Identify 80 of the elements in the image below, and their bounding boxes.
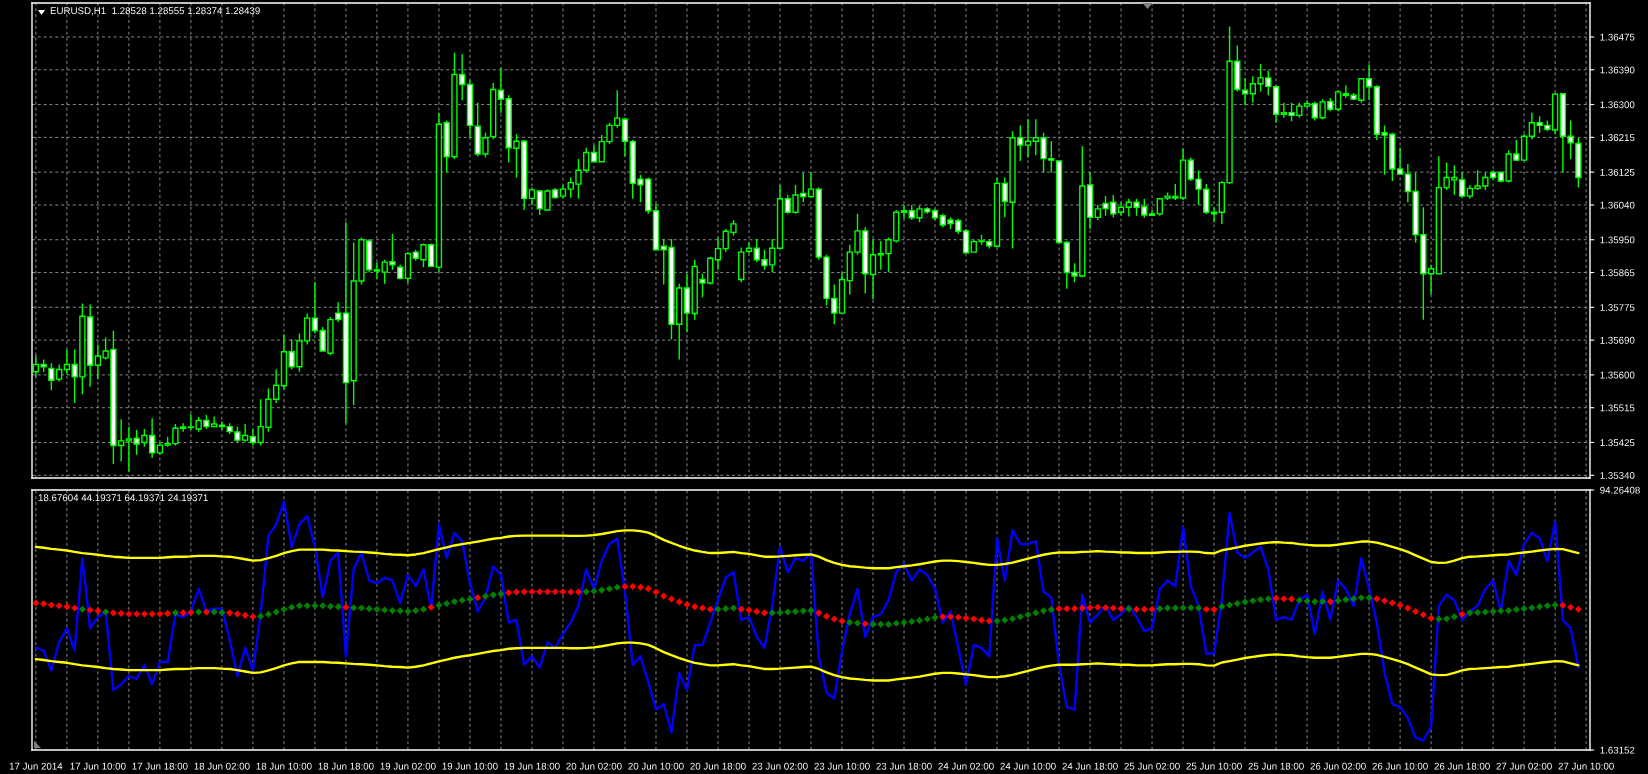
y-tick-label: 1.35775 <box>1600 304 1635 311</box>
y-tick-label: 94.26408 <box>1600 486 1640 494</box>
candlestick <box>714 236 722 271</box>
x-tick-label: 20 Jun 18:00 <box>690 762 746 770</box>
x-tick-label: 25 Jun 10:00 <box>1186 762 1242 770</box>
y-tick-label: 1.63152 <box>1600 746 1635 754</box>
y-tick-label: 1.35600 <box>1600 371 1635 379</box>
y-tick-label: 1.35425 <box>1600 439 1635 447</box>
x-tick-label: 26 Jun 18:00 <box>1434 762 1490 770</box>
x-tick-label: 23 Jun 02:00 <box>752 762 808 770</box>
x-tick-label: 23 Jun 18:00 <box>876 762 932 770</box>
candlestick <box>397 264 404 281</box>
x-tick-label: 20 Jun 10:00 <box>628 762 684 770</box>
y-tick-label: 1.35690 <box>1600 336 1635 344</box>
candlestick <box>373 261 381 280</box>
candlestick <box>931 208 939 221</box>
candlestick <box>1241 77 1249 107</box>
x-tick-label: 24 Jun 18:00 <box>1062 762 1118 770</box>
candlestick <box>1148 209 1156 217</box>
y-tick-label: 1.35865 <box>1600 269 1635 277</box>
x-tick-label: 25 Jun 18:00 <box>1248 762 1304 770</box>
x-tick-label: 18 Jun 02:00 <box>194 762 250 770</box>
x-tick-label: 17 Jun 2014 <box>9 762 63 770</box>
y-tick-label: 1.36390 <box>1600 66 1635 74</box>
x-tick-label: 18 Jun 18:00 <box>318 762 374 770</box>
candlestick <box>683 273 691 333</box>
y-tick-label: 1.35950 <box>1600 236 1635 244</box>
y-tick-label: 1.36215 <box>1600 134 1635 142</box>
x-tick-label: 19 Jun 02:00 <box>380 762 436 770</box>
candlestick <box>490 82 497 141</box>
candlestick <box>745 241 753 255</box>
candlestick <box>900 204 908 220</box>
candlestick <box>1086 171 1094 230</box>
x-tick-label: 27 Jun 02:00 <box>1496 762 1552 770</box>
x-tick-label: 26 Jun 10:00 <box>1372 762 1428 770</box>
chart-title: EURUSD,H1 1.28528 1.28555 1.28374 1.28439 <box>50 7 260 16</box>
candlestick <box>838 271 846 315</box>
x-tick-label: 26 Jun 02:00 <box>1310 762 1366 770</box>
candlestick <box>1575 137 1582 189</box>
x-tick-label: 24 Jun 10:00 <box>1000 762 1056 770</box>
line-series <box>34 500 1580 742</box>
candlestick <box>1179 147 1187 201</box>
y-tick-label: 1.36040 <box>1600 201 1635 209</box>
x-tick-label: 25 Jun 02:00 <box>1124 762 1180 770</box>
x-tick-label: 17 Jun 10:00 <box>70 762 126 770</box>
x-tick-label: 23 Jun 10:00 <box>814 762 870 770</box>
candlestick <box>404 251 412 284</box>
candlestick <box>993 176 1001 249</box>
candlestick <box>962 228 970 255</box>
x-tick-label: 19 Jun 18:00 <box>504 762 560 770</box>
y-tick-label: 1.35340 <box>1600 472 1635 479</box>
y-tick-label: 1.36475 <box>1600 33 1635 41</box>
candlestick <box>590 144 598 164</box>
y-tick-label: 1.35515 <box>1600 404 1635 412</box>
candlestick <box>807 171 815 199</box>
line-series <box>34 529 1580 570</box>
candlestick <box>1024 118 1032 159</box>
candlestick <box>776 184 784 250</box>
candlestick <box>466 79 474 139</box>
y-tick-label: 1.36300 <box>1600 101 1635 109</box>
candlestick <box>1272 84 1280 124</box>
line-series <box>34 641 1580 682</box>
candlestick <box>652 203 660 252</box>
x-tick-label: 19 Jun 10:00 <box>442 762 498 770</box>
candlestick <box>869 239 877 301</box>
x-tick-label: 18 Jun 10:00 <box>256 762 312 770</box>
candlestick <box>738 246 745 283</box>
x-tick-label: 27 Jun 10:00 <box>1558 762 1614 770</box>
x-tick-label: 24 Jun 02:00 <box>938 762 994 770</box>
candlestick <box>1210 206 1218 224</box>
candlestick <box>528 186 536 206</box>
candlestick <box>621 117 629 158</box>
candlestick <box>497 67 505 114</box>
x-tick-label: 17 Jun 18:00 <box>132 762 188 770</box>
x-tick-label: 20 Jun 02:00 <box>566 762 622 770</box>
candlestick <box>559 184 567 200</box>
candlestick <box>1055 159 1063 245</box>
y-tick-label: 1.36125 <box>1600 168 1635 176</box>
candlestick <box>1117 201 1125 217</box>
chart-title: 18.67604 44.19371 64.19371 24.19371 <box>38 494 208 502</box>
